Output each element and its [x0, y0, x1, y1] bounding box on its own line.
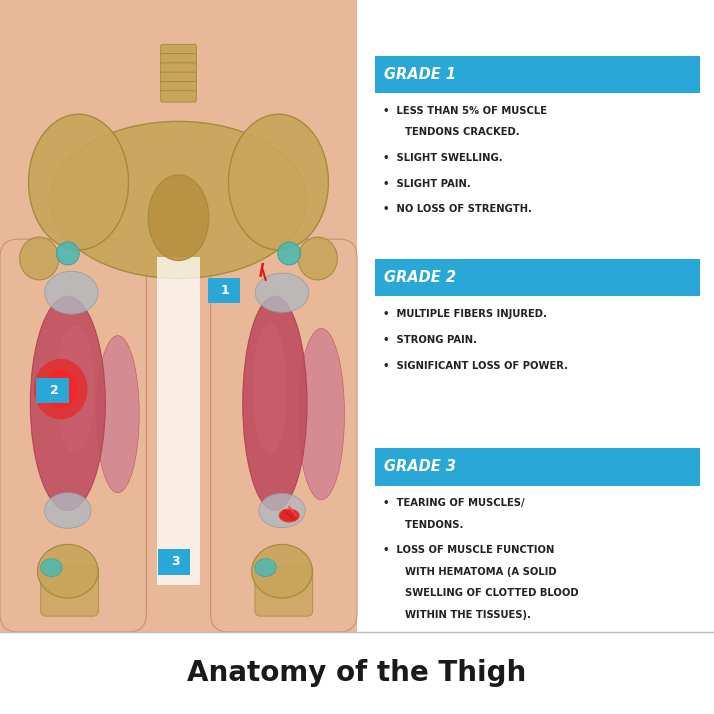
Text: GRADE 1: GRADE 1 [384, 66, 456, 82]
Text: •  NO LOSS OF STRENGTH.: • NO LOSS OF STRENGTH. [383, 204, 533, 214]
FancyBboxPatch shape [0, 0, 357, 632]
Text: GRADE 3: GRADE 3 [384, 459, 456, 475]
Ellipse shape [44, 493, 91, 528]
FancyBboxPatch shape [208, 278, 240, 303]
Text: SWELLING OF CLOTTED BLOOD: SWELLING OF CLOTTED BLOOD [391, 588, 578, 598]
Ellipse shape [41, 558, 62, 577]
FancyBboxPatch shape [41, 565, 99, 616]
Ellipse shape [259, 493, 306, 528]
FancyBboxPatch shape [161, 91, 196, 102]
Ellipse shape [56, 325, 95, 453]
FancyBboxPatch shape [375, 448, 700, 486]
Text: •  SLIGHT SWELLING.: • SLIGHT SWELLING. [383, 153, 503, 163]
Text: •  SLIGHT PAIN.: • SLIGHT PAIN. [383, 178, 471, 188]
FancyBboxPatch shape [211, 239, 357, 632]
FancyBboxPatch shape [161, 72, 196, 84]
Ellipse shape [243, 296, 307, 511]
Text: TENDONS CRACKED.: TENDONS CRACKED. [391, 127, 519, 137]
FancyBboxPatch shape [161, 63, 196, 74]
Text: •  TEARING OF MUSCLES/: • TEARING OF MUSCLES/ [383, 498, 525, 508]
Text: Anatomy of the Thigh: Anatomy of the Thigh [187, 659, 527, 687]
Ellipse shape [56, 242, 79, 265]
Text: TENDONS.: TENDONS. [391, 520, 463, 530]
Text: 3: 3 [171, 555, 180, 568]
FancyBboxPatch shape [161, 81, 196, 93]
Ellipse shape [50, 121, 307, 278]
Ellipse shape [228, 114, 328, 250]
Ellipse shape [279, 509, 299, 522]
FancyBboxPatch shape [161, 44, 196, 56]
Ellipse shape [253, 323, 287, 456]
FancyBboxPatch shape [158, 549, 190, 575]
Ellipse shape [19, 237, 59, 280]
FancyBboxPatch shape [375, 56, 700, 93]
Ellipse shape [34, 358, 88, 420]
FancyBboxPatch shape [375, 259, 700, 296]
Ellipse shape [278, 242, 301, 265]
Ellipse shape [45, 271, 99, 314]
FancyBboxPatch shape [255, 565, 313, 616]
FancyBboxPatch shape [0, 239, 146, 632]
Text: •  LESS THAN 5% OF MUSCLE: • LESS THAN 5% OF MUSCLE [383, 106, 548, 116]
Ellipse shape [96, 336, 139, 493]
Ellipse shape [44, 369, 78, 408]
Ellipse shape [37, 544, 98, 598]
Text: 1: 1 [221, 284, 230, 297]
FancyBboxPatch shape [161, 54, 196, 65]
FancyBboxPatch shape [36, 378, 69, 403]
Ellipse shape [255, 558, 276, 577]
Ellipse shape [298, 328, 344, 500]
Text: •  SIGNIFICANT LOSS OF POWER.: • SIGNIFICANT LOSS OF POWER. [383, 361, 568, 371]
Text: WITH HEMATOMA (A SOLID: WITH HEMATOMA (A SOLID [391, 567, 556, 577]
Ellipse shape [30, 296, 106, 511]
Ellipse shape [149, 175, 209, 261]
Ellipse shape [256, 273, 309, 313]
Ellipse shape [252, 544, 313, 598]
Text: •  STRONG PAIN.: • STRONG PAIN. [383, 335, 478, 345]
Text: 2: 2 [49, 384, 59, 397]
Text: •  LOSS OF MUSCLE FUNCTION: • LOSS OF MUSCLE FUNCTION [383, 545, 555, 555]
Text: WITHIN THE TISSUES).: WITHIN THE TISSUES). [391, 610, 531, 620]
Text: •  MULTIPLE FIBERS INJURED.: • MULTIPLE FIBERS INJURED. [383, 309, 548, 319]
Ellipse shape [29, 114, 129, 250]
Ellipse shape [298, 237, 338, 280]
FancyBboxPatch shape [157, 257, 200, 585]
Text: GRADE 2: GRADE 2 [384, 270, 456, 286]
